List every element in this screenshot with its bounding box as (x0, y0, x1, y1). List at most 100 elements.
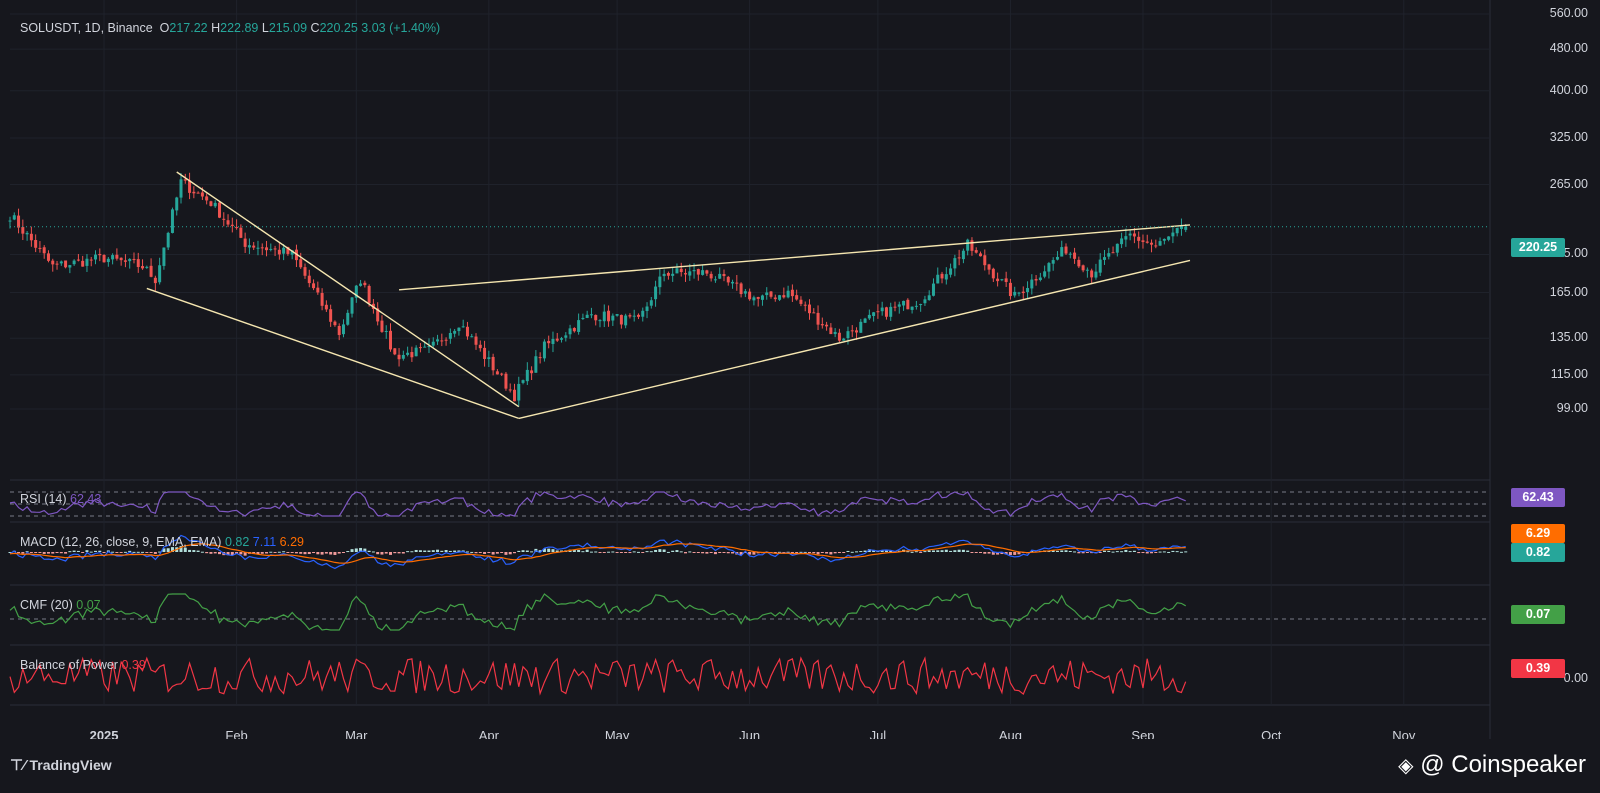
macd-histogram-bar (713, 552, 717, 555)
candle-body (731, 281, 735, 284)
macd-histogram-bar (594, 551, 598, 553)
macd-histogram-bar (722, 552, 726, 553)
candle-body (923, 299, 927, 304)
candle-body (170, 209, 174, 233)
macd-histogram-bar (743, 552, 747, 553)
candle-body (359, 283, 363, 286)
candle-body (542, 341, 546, 359)
price-axis-label: 135.00 (1549, 330, 1588, 345)
binance-diamond-icon: ◈ (1398, 755, 1414, 777)
macd-histogram-bar (162, 548, 166, 552)
rsi-legend[interactable]: RSI (14) 62.43 (20, 492, 101, 506)
macd-histogram-bar (444, 550, 448, 552)
macd-histogram-bar (602, 552, 606, 553)
candle-body (324, 304, 328, 310)
candle-body (495, 371, 499, 375)
candle-body (376, 308, 380, 322)
candle-body (136, 259, 140, 267)
candle-body (1162, 238, 1166, 241)
candle-body (863, 318, 867, 323)
candle-body (940, 273, 944, 279)
macd-histogram-bar (615, 552, 619, 553)
macd-histogram-bar (226, 552, 230, 556)
macd-label: MACD (12, 26, close, 9, EMA, EMA) (20, 535, 222, 549)
price-axis-label: 560.00 (1549, 6, 1588, 20)
rsi-value: 62.43 (70, 492, 102, 506)
candle-body (589, 314, 593, 316)
candle-body (517, 383, 521, 401)
candle-body (235, 227, 239, 229)
candle-body (1060, 247, 1064, 257)
cmf-legend[interactable]: CMF (20) 0.07 (20, 598, 101, 612)
candle-body (1184, 226, 1188, 230)
macd-histogram-bar (136, 551, 140, 553)
macd-histogram-bar (611, 551, 615, 553)
candle-body (1077, 259, 1081, 267)
macd-histogram-bar (46, 552, 50, 554)
macd-histogram-bar (1162, 551, 1166, 553)
macd-histogram-bar (363, 548, 367, 552)
candle-body (654, 286, 658, 300)
candle-body (128, 258, 132, 262)
macd-legend[interactable]: MACD (12, 26, close, 9, EMA, EMA) 0.82 7… (20, 535, 304, 549)
candle-body (786, 290, 790, 298)
macd-histogram-bar (1051, 550, 1055, 552)
macd-histogram-bar (436, 549, 440, 552)
candle-body (1137, 236, 1141, 241)
macd-signal-value: 6.29 (279, 535, 304, 549)
macd-histogram-bar (825, 552, 829, 554)
macd-histogram-bar (427, 550, 431, 552)
candle-body (803, 304, 807, 306)
close-value: 220.25 (319, 21, 358, 35)
macd-histogram-bar (410, 551, 414, 553)
macd-histogram-bar (884, 550, 888, 552)
candle-body (696, 269, 700, 275)
macd-histogram-bar (277, 551, 281, 553)
macd-histogram-bar (81, 552, 85, 553)
candle-body (273, 248, 277, 250)
candle-body (508, 389, 512, 391)
candle-body (974, 250, 978, 253)
macd-histogram-bar (1081, 552, 1085, 554)
candle-body (790, 289, 794, 297)
high-value: 222.89 (220, 21, 259, 35)
bop-zero-label: 0.00 (1563, 671, 1588, 685)
candle-body (581, 317, 585, 319)
macd-histogram-bar (782, 552, 786, 553)
symbol-label[interactable]: SOLUSDT, 1D, Binance (20, 21, 153, 35)
candle-body (299, 259, 303, 268)
candle-body (709, 273, 713, 279)
macd-histogram-bar (521, 550, 525, 552)
macd-histogram-bar (731, 552, 735, 554)
macd-histogram-bar (393, 552, 397, 554)
macd-histogram-bar (855, 551, 859, 553)
candle-body (115, 254, 119, 259)
candle-body (855, 330, 859, 333)
candle-body (748, 291, 752, 300)
macd-histogram-bar (423, 550, 427, 552)
candle-body (1055, 256, 1059, 260)
candle-body (534, 356, 538, 373)
candle-body (282, 247, 286, 254)
candle-body (1154, 245, 1158, 247)
macd-histogram-bar (457, 550, 461, 552)
candle-body (111, 255, 115, 260)
candle-body (363, 282, 367, 286)
macd-histogram-bar (1073, 551, 1077, 553)
macd-histogram-bar (799, 551, 803, 553)
high-label: H (211, 21, 221, 35)
bop-legend[interactable]: Balance of Power 0.39 (20, 658, 146, 672)
macd-histogram-bar (200, 551, 204, 553)
candle-body (461, 326, 465, 328)
macd-histogram-bar (42, 552, 46, 554)
candle-body (418, 347, 422, 349)
candle-body (1043, 271, 1047, 277)
tradingview-logo[interactable]: ⊤⁄ TradingView (10, 756, 112, 774)
macd-histogram-bar (842, 552, 846, 553)
candle-body (807, 304, 811, 314)
macd-histogram-bar (829, 552, 833, 555)
macd-histogram-bar (132, 551, 136, 553)
macd-histogram-bar (820, 552, 824, 553)
candle-body (859, 321, 863, 333)
